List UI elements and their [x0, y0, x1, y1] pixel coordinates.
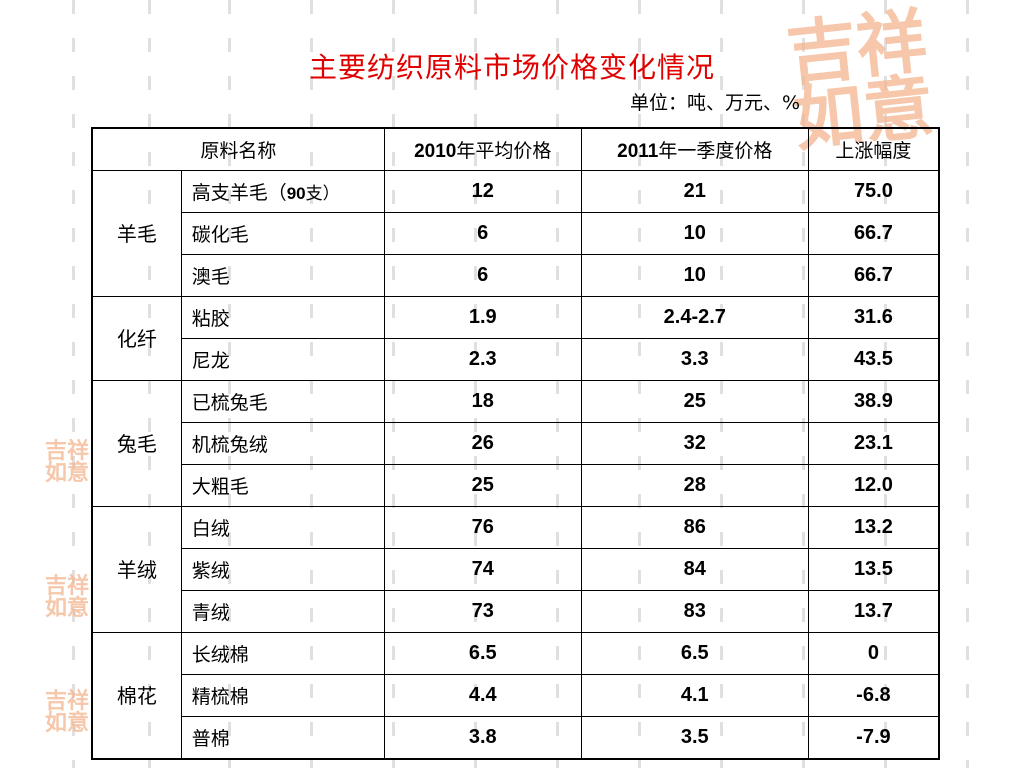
material-name: 机梳兔绒	[180, 422, 385, 465]
table-row: 棉花 长绒棉 6.5 6.5 0	[91, 632, 940, 760]
rise-percent: 0	[807, 632, 940, 675]
price-2010: 6	[383, 254, 582, 297]
seal-watermark-small: 吉祥 如意	[45, 573, 90, 621]
material-name: 大粗毛	[180, 464, 385, 507]
price-2011: 3.5	[580, 716, 809, 760]
table-row: 化纤 粘胶 1.9 2.4-2.7 31.6	[91, 296, 940, 381]
price-2011: 83	[580, 590, 809, 633]
table-row: 碳化毛 6 10 66.7	[92, 212, 940, 255]
material-name: 青绒	[180, 590, 385, 633]
price-2010: 18	[383, 380, 582, 423]
table-row: 兔毛 已梳兔毛 18 25 38.9	[91, 380, 940, 507]
price-2011: 4.1	[580, 674, 809, 717]
price-2011: 86	[580, 506, 809, 549]
group-label: 羊毛	[91, 170, 182, 297]
material-name: 长绒棉	[180, 632, 385, 675]
material-name: 白绒	[180, 506, 385, 549]
header-2010: 2010年平均价格	[383, 127, 582, 171]
price-2010: 3.8	[383, 716, 582, 760]
price-2010: 2.3	[383, 338, 582, 381]
rise-percent: 43.5	[807, 338, 940, 381]
price-2011: 6.5	[580, 632, 809, 675]
group-label: 羊绒	[91, 506, 182, 633]
table-row: 羊绒 白绒 76 86 13.2	[91, 506, 940, 633]
price-2010: 6	[383, 212, 582, 255]
group-label: 兔毛	[91, 380, 182, 507]
rise-percent: 13.2	[807, 506, 940, 549]
price-2011: 2.4-2.7	[580, 296, 809, 339]
price-2011: 3.3	[580, 338, 809, 381]
material-name: 紫绒	[180, 548, 385, 591]
material-name: 碳化毛	[180, 212, 385, 255]
page-title: 主要纺织原料市场价格变化情况	[308, 51, 715, 84]
material-name: 高支羊毛（90支）	[180, 170, 385, 213]
seal-watermark-small: 吉祥 如意	[45, 438, 90, 486]
unit-label: 单位：吨、万元、%	[630, 92, 801, 114]
price-2011: 25	[580, 380, 809, 423]
rise-percent: 13.7	[807, 590, 940, 633]
rise-percent: -6.8	[807, 674, 940, 717]
price-2010: 12	[383, 170, 582, 213]
rise-percent: 38.9	[807, 380, 940, 423]
rise-percent: 13.5	[807, 548, 940, 591]
table-row: 澳毛 6 10 66.7	[92, 254, 940, 297]
price-2010: 73	[383, 590, 582, 633]
price-2011: 32	[580, 422, 809, 465]
price-2010: 76	[383, 506, 582, 549]
header-name: 原料名称	[91, 127, 385, 171]
price-2010: 1.9	[383, 296, 582, 339]
table-row: 青绒 73 83 13.7	[92, 590, 940, 633]
price-2011: 28	[580, 464, 809, 507]
rise-percent: 66.7	[807, 254, 940, 297]
rise-percent: 75.0	[807, 170, 940, 213]
table-body: 羊毛 高支羊毛（90支） 12 21 75.0 碳化毛 6 10 66.7 澳毛 6 10 66.7 化纤…	[91, 170, 940, 760]
material-name: 粘胶	[180, 296, 385, 339]
table-row: 普棉 3.8 3.5 -7.9	[92, 716, 940, 760]
table-row: 大粗毛 25 28 12.0	[92, 464, 940, 507]
table-row: 机梳兔绒 26 32 23.1	[92, 422, 940, 465]
rise-percent: 66.7	[807, 212, 940, 255]
material-name: 精梳棉	[180, 674, 385, 717]
price-2011: 21	[580, 170, 809, 213]
price-2010: 6.5	[383, 632, 582, 675]
price-2010: 26	[383, 422, 582, 465]
material-name: 已梳兔毛	[180, 380, 385, 423]
table-row: 紫绒 74 84 13.5	[92, 548, 940, 591]
price-2011: 84	[580, 548, 809, 591]
rise-percent: -7.9	[807, 716, 940, 760]
price-table: 原料名称 2010年平均价格 2011年一季度价格 上涨幅度 羊毛 高支羊毛（90…	[91, 127, 940, 760]
table-row: 羊毛 高支羊毛（90支） 12 21 75.0	[91, 170, 940, 297]
material-name: 澳毛	[180, 254, 385, 297]
group-label: 棉花	[91, 632, 182, 760]
price-2010: 74	[383, 548, 582, 591]
material-name: 普棉	[180, 716, 385, 760]
header-rise: 上涨幅度	[807, 127, 940, 171]
rise-percent: 12.0	[807, 464, 940, 507]
price-2010: 4.4	[383, 674, 582, 717]
price-2011: 10	[580, 212, 809, 255]
material-name: 尼龙	[180, 338, 385, 381]
table-row: 精梳棉 4.4 4.1 -6.8	[92, 674, 940, 717]
price-2011: 10	[580, 254, 809, 297]
price-2010: 25	[383, 464, 582, 507]
table-header-row: 原料名称 2010年平均价格 2011年一季度价格 上涨幅度	[91, 127, 940, 171]
table-row: 尼龙 2.3 3.3 43.5	[92, 338, 940, 381]
seal-watermark-small: 吉祥 如意	[45, 688, 90, 736]
rise-percent: 31.6	[807, 296, 940, 339]
header-2011: 2011年一季度价格	[580, 127, 809, 171]
rise-percent: 23.1	[807, 422, 940, 465]
group-label: 化纤	[91, 296, 182, 381]
